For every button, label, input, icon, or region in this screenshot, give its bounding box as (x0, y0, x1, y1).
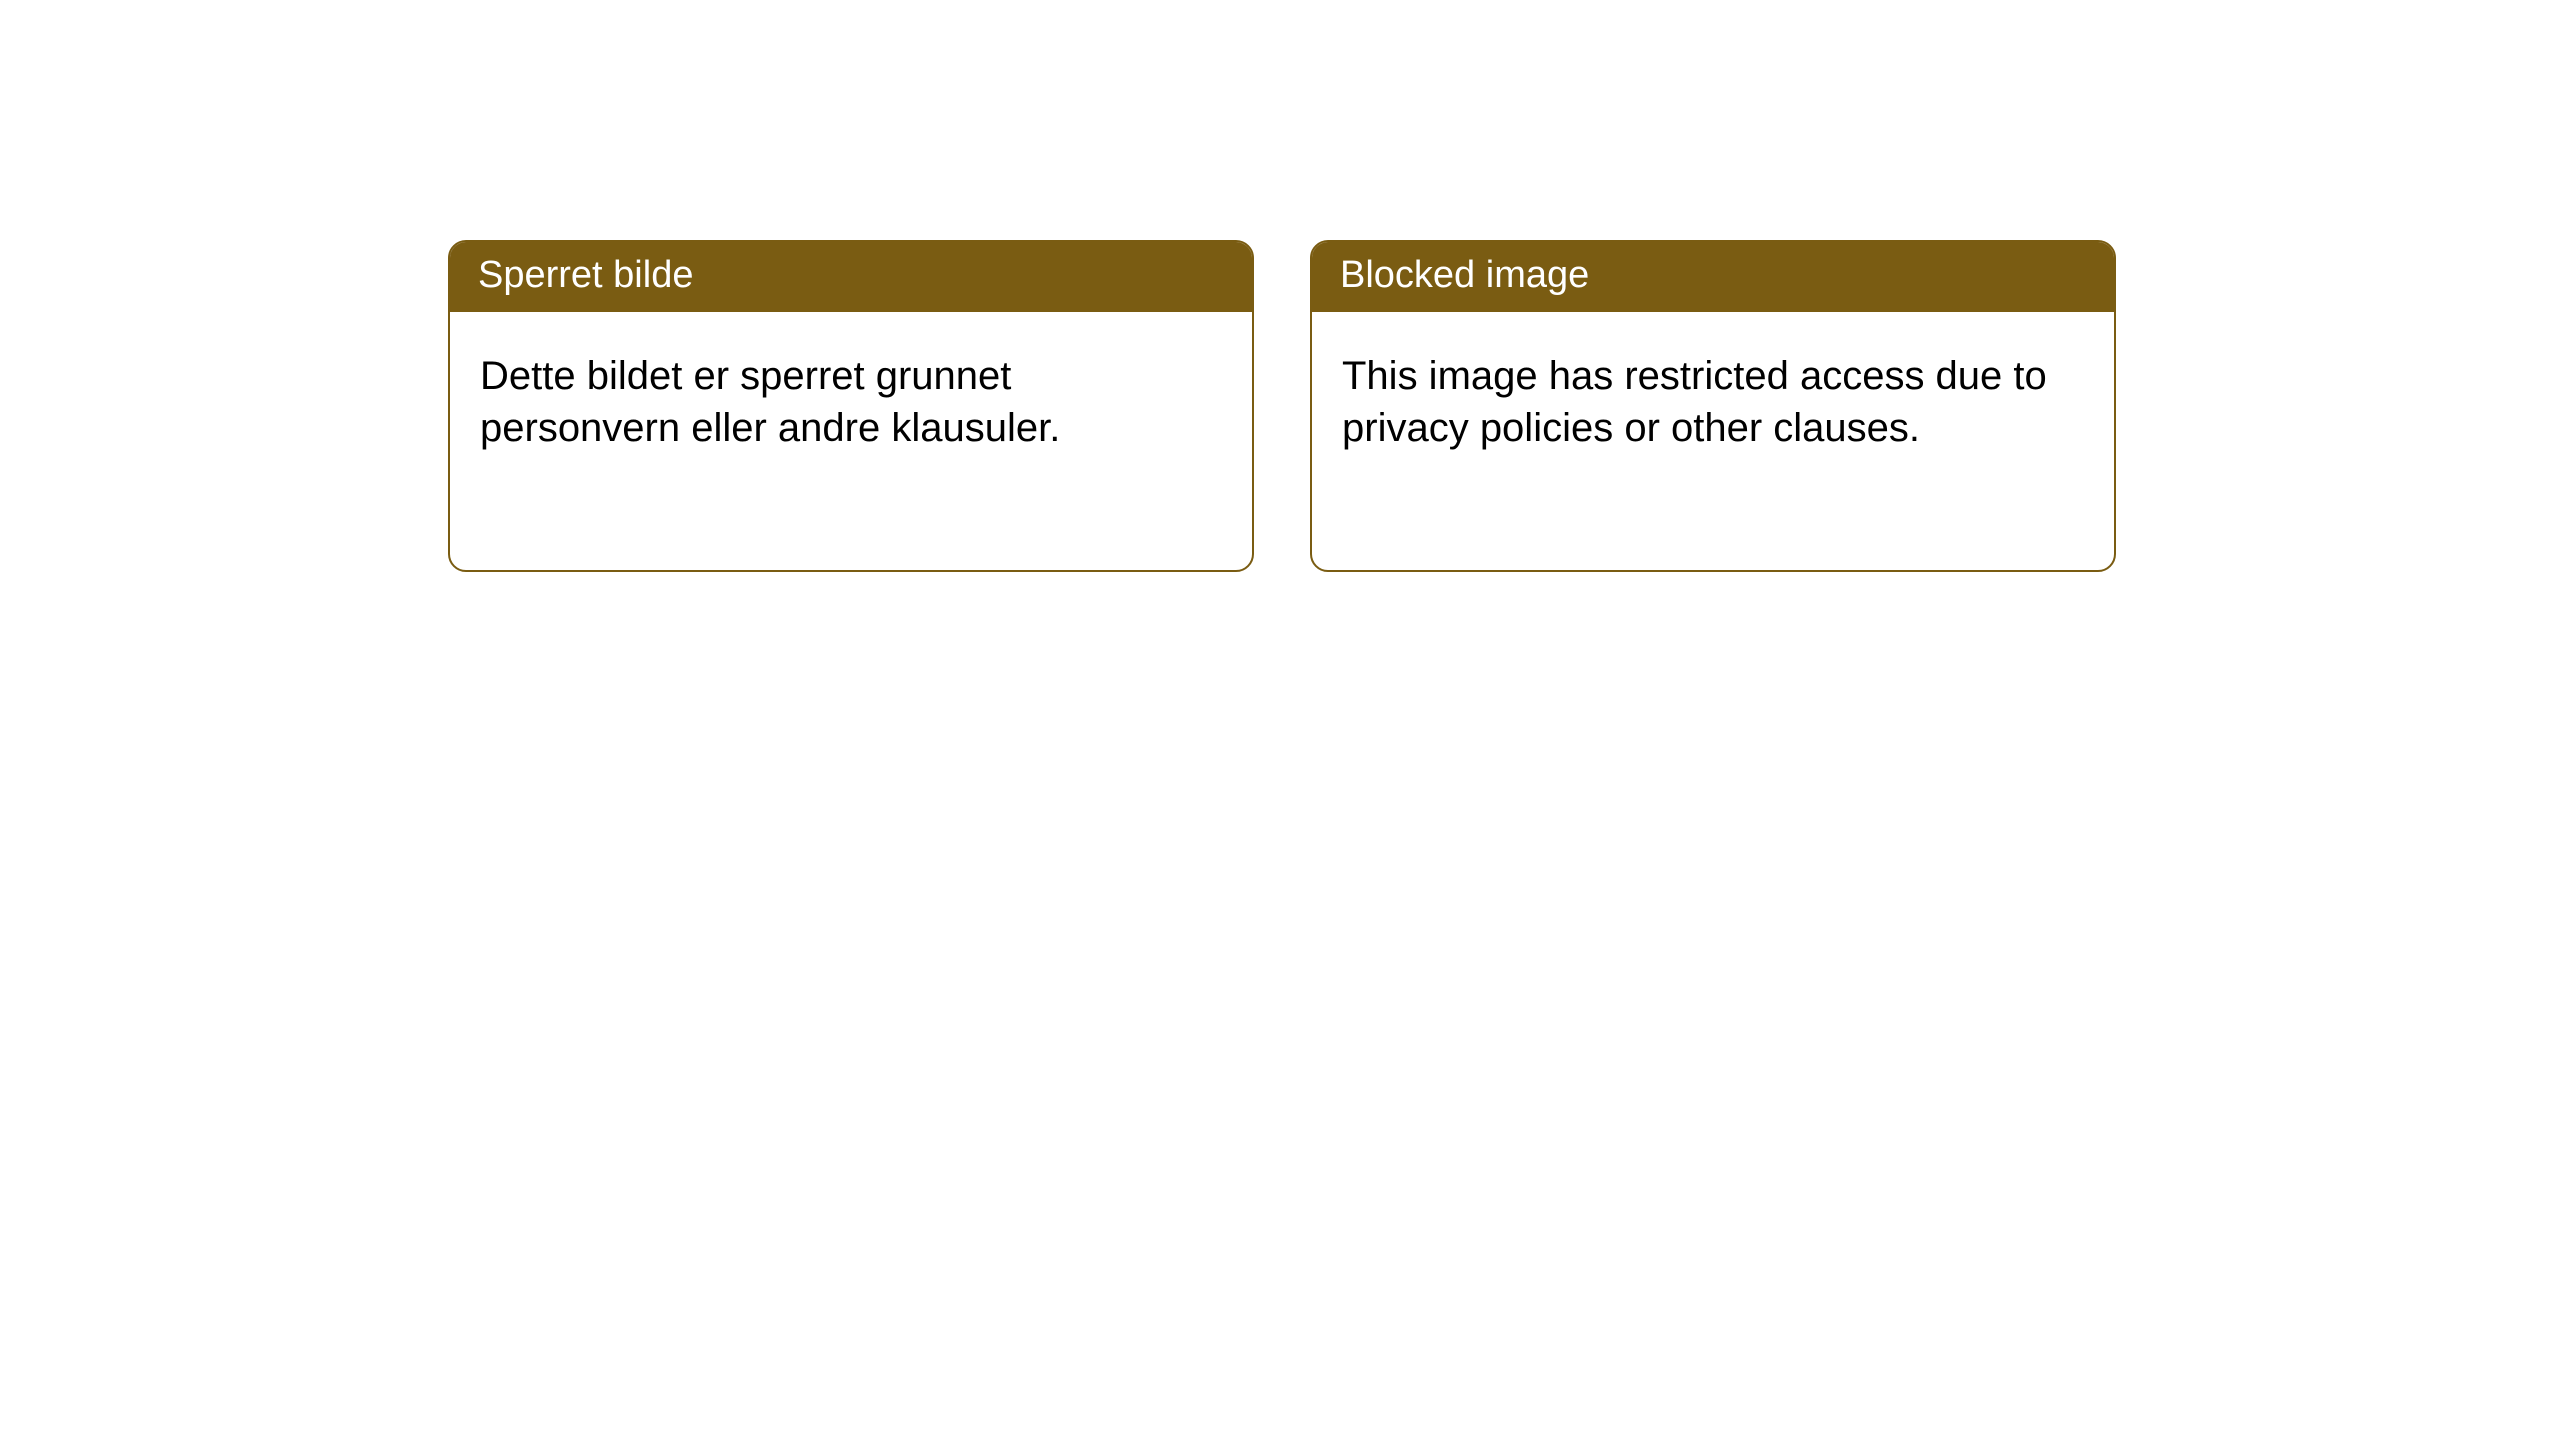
blocked-image-card-english: Blocked image This image has restricted … (1310, 240, 2116, 572)
card-body: Dette bildet er sperret grunnet personve… (450, 312, 1252, 570)
card-header: Blocked image (1312, 242, 2114, 312)
card-header: Sperret bilde (450, 242, 1252, 312)
card-title: Sperret bilde (478, 254, 693, 296)
card-body-text: Dette bildet er sperret grunnet personve… (480, 354, 1060, 450)
blocked-image-card-norwegian: Sperret bilde Dette bildet er sperret gr… (448, 240, 1254, 572)
card-body: This image has restricted access due to … (1312, 312, 2114, 570)
card-body-text: This image has restricted access due to … (1342, 354, 2047, 450)
card-title: Blocked image (1340, 254, 1589, 296)
notice-container: Sperret bilde Dette bildet er sperret gr… (0, 0, 2560, 572)
